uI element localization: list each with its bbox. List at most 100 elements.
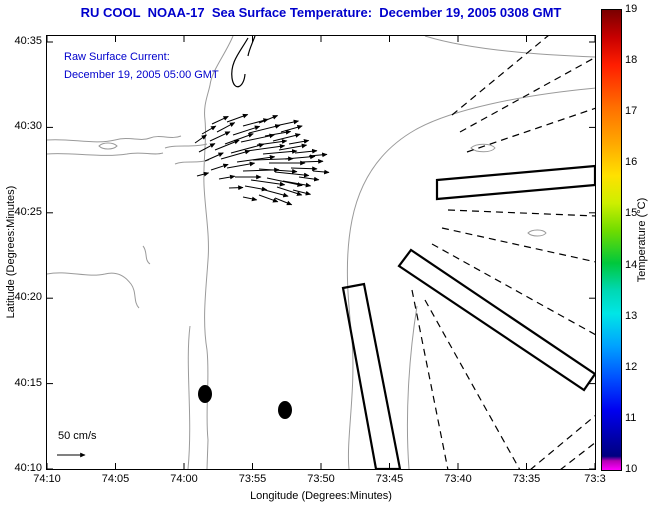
current-vector: [211, 115, 229, 125]
colorbar-tick-label: 10: [625, 462, 638, 475]
current-vector: [264, 129, 292, 137]
current-vector: [308, 152, 328, 158]
mooring-marker: [198, 385, 212, 403]
coastline-contour: [527, 229, 547, 237]
colorbar-tick-label: 11: [625, 411, 637, 424]
annotation-current-time: December 19, 2005 05:00 GMT: [64, 69, 219, 81]
radar-beam-dashed: [441, 227, 595, 263]
current-vector: [236, 155, 276, 163]
x-tick-label: 73:55: [238, 473, 267, 485]
current-vector: [201, 125, 217, 135]
coastline-contour: [470, 143, 496, 153]
coastline-contour-dark: [247, 36, 256, 57]
current-vector: [196, 171, 210, 177]
current-vector: [298, 176, 320, 182]
current-vector: [276, 186, 303, 196]
current-vector: [204, 152, 224, 162]
x-tick-label: 73:35: [512, 473, 541, 485]
current-vector: [216, 122, 236, 133]
current-vector: [240, 133, 275, 143]
x-tick-label: 74:10: [33, 473, 61, 485]
current-vector: [246, 144, 286, 152]
y-tick-label: 40:15: [14, 376, 42, 389]
current-vector: [242, 196, 258, 202]
colorbar-tick-label: 13: [625, 309, 638, 322]
radar-beam-outline: [397, 248, 595, 392]
colorbar-gradient: [601, 9, 622, 471]
radar-beam-dashed: [466, 107, 595, 153]
x-axis-label: Longitude (Degrees:Minutes): [250, 490, 392, 502]
colorbar-tick-label: 18: [625, 54, 638, 67]
colorbar-tick-label: 16: [625, 156, 638, 169]
current-vector: [284, 154, 316, 160]
current-vector: [280, 124, 303, 133]
radar-beam-dashed: [459, 56, 595, 133]
radar-beam-dashed: [560, 442, 595, 469]
current-vector: [194, 134, 207, 144]
radar-beam-outline: [435, 164, 595, 201]
current-vector: [288, 138, 310, 145]
coastline-contour: [406, 305, 418, 469]
current-vector: [209, 131, 231, 142]
current-vector: [312, 169, 330, 175]
colorbar-tick-label: 17: [625, 105, 638, 118]
current-vector: [272, 133, 301, 142]
current-vector: [218, 174, 236, 180]
figure-title: RU COOL NOAA-17 Sea Surface Temperature:…: [80, 5, 562, 20]
current-vector: [226, 161, 256, 169]
coastline-contour: [47, 135, 182, 143]
colorbar-axis-label: Temperature (°C): [636, 197, 648, 283]
colorbar-tick-label: 19: [625, 3, 638, 15]
current-vector: [198, 143, 216, 153]
current-vector: [224, 133, 254, 145]
current-vector: [226, 113, 249, 123]
current-vector: [258, 115, 279, 124]
x-tick-label: 73:3: [584, 473, 606, 485]
radar-beam-outline: [341, 282, 402, 469]
current-vector: [210, 163, 229, 171]
y-tick-label: 40:35: [14, 35, 42, 47]
coastline-contour: [187, 325, 191, 469]
y-tick-label: 40:10: [14, 462, 42, 474]
current-vector: [274, 197, 293, 206]
x-tick-label: 73:40: [444, 473, 472, 485]
current-vector: [262, 149, 298, 155]
current-vector: [300, 159, 324, 164]
coastline-contour: [47, 272, 140, 309]
current-vector: [232, 125, 261, 136]
current-vector: [290, 166, 318, 172]
coastline-contour: [203, 36, 234, 469]
x-tick-label: 73:50: [307, 473, 335, 485]
current-vector: [258, 194, 279, 203]
mooring-marker: [278, 401, 292, 419]
colorbar-tick-label: 14: [625, 258, 638, 271]
radar-beam-dashed: [530, 415, 595, 469]
current-vector: [292, 189, 312, 196]
coastline-contour: [98, 142, 118, 150]
x-tick-label: 74:00: [170, 473, 198, 485]
current-vector: [282, 180, 312, 188]
current-vector: [260, 188, 289, 198]
current-vector: [242, 118, 269, 127]
y-tick-label: 40:25: [14, 205, 42, 218]
colorbar-tick-label: 15: [625, 207, 638, 220]
current-vector: [230, 143, 265, 154]
coastline-contour: [346, 87, 595, 469]
y-tick-label: 40:20: [14, 291, 42, 304]
radar-beam-dashed: [431, 243, 595, 336]
coastline-contour: [424, 36, 595, 58]
current-vector: [220, 149, 251, 160]
current-vector: [214, 139, 240, 151]
radar-beam-dashed: [424, 299, 521, 469]
coastline-contour: [142, 245, 151, 265]
radar-beam-dashed: [411, 289, 449, 469]
coastline-contour: [47, 152, 164, 156]
current-vector: [258, 168, 298, 174]
x-tick-label: 74:05: [101, 473, 130, 485]
current-vector: [274, 171, 310, 178]
map-graphics: [47, 36, 595, 469]
annotation-current-label: Raw Surface Current:: [64, 51, 170, 63]
radar-beam-dashed: [451, 36, 549, 116]
scale-label: 50 cm/s: [58, 430, 97, 442]
coastline-contour-dark: [231, 37, 249, 88]
